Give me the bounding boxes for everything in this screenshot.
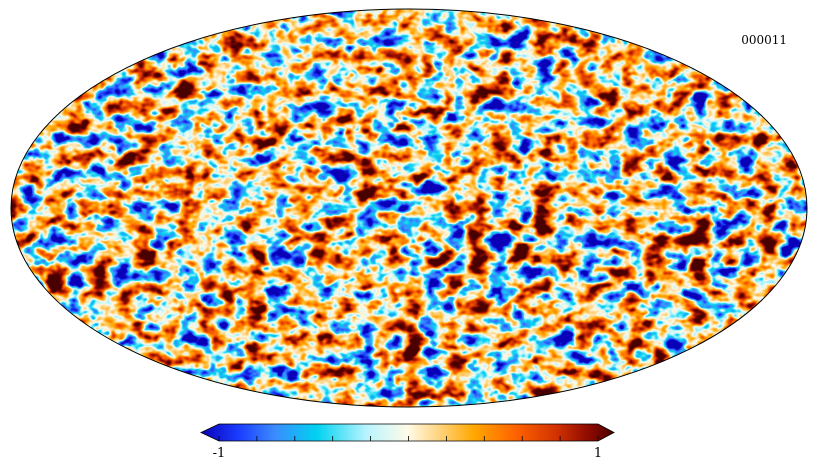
mollweide-sky-map [10, 8, 808, 408]
colorbar-ticks [218, 436, 599, 441]
colorbar-min-label: -1 [212, 446, 226, 461]
colorbar-max-label: 1 [593, 446, 603, 461]
map-label: 000011 [741, 33, 787, 47]
colorbar-bar [200, 423, 615, 442]
colorbar [200, 423, 615, 442]
sky-map-outline [10, 8, 808, 408]
sky-map-fill [11, 9, 807, 407]
